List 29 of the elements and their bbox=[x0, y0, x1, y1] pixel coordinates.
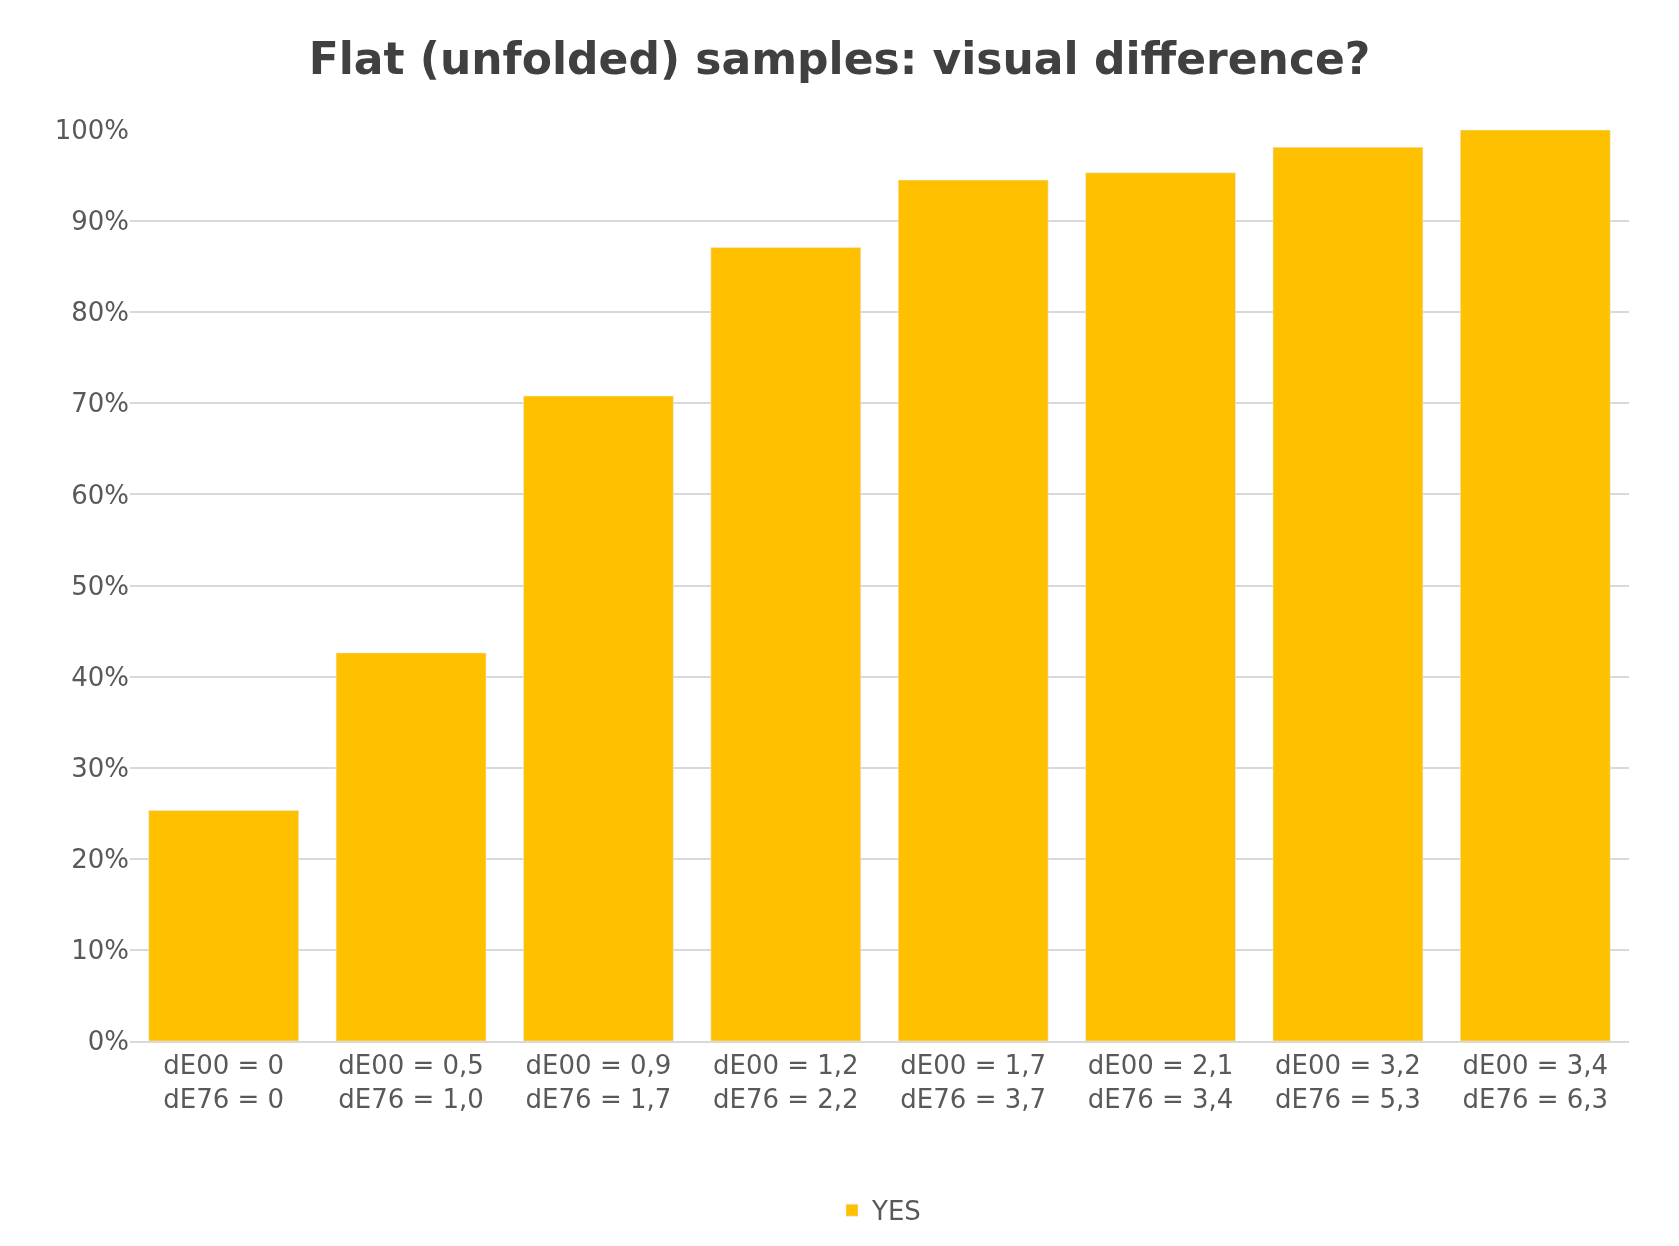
x-tick-label: dE00 = 1,7 dE76 = 3,7 bbox=[900, 1050, 1047, 1114]
y-tick-label: 50% bbox=[71, 570, 129, 601]
bar bbox=[148, 810, 299, 1041]
y-tick-label: 60% bbox=[71, 479, 129, 510]
y-tick-label: 20% bbox=[71, 843, 129, 874]
bar bbox=[1085, 172, 1236, 1041]
x-tick-label: dE00 = 3,4 dE76 = 6,3 bbox=[1462, 1050, 1609, 1114]
x-tick-label: dE00 = 2,1 dE76 = 3,4 bbox=[1087, 1050, 1234, 1114]
y-tick-label: 100% bbox=[54, 115, 129, 146]
legend-label: YES bbox=[871, 1196, 921, 1227]
bar bbox=[1272, 147, 1424, 1041]
y-tick-label: 30% bbox=[71, 752, 129, 783]
bar bbox=[335, 652, 487, 1041]
x-tick-label: dE00 = 0,5 dE76 = 1,0 bbox=[338, 1050, 484, 1114]
bar bbox=[897, 179, 1049, 1041]
y-tick-label: 40% bbox=[71, 661, 129, 692]
x-tick-label: dE00 = 0 dE76 = 0 bbox=[163, 1050, 285, 1114]
x-tick-label: dE00 = 3,2 dE76 = 5,3 bbox=[1275, 1050, 1421, 1114]
y-tick-label: 90% bbox=[71, 206, 129, 237]
y-tick-label: 0% bbox=[87, 1026, 129, 1057]
bar bbox=[1460, 130, 1611, 1041]
y-tick-label: 10% bbox=[71, 935, 129, 965]
bar bbox=[523, 395, 674, 1041]
y-tick-label: 70% bbox=[71, 388, 129, 419]
chart-title: Flat (unfolded) samples: visual difference? bbox=[308, 33, 1371, 85]
y-tick-label: 80% bbox=[71, 297, 129, 328]
x-tick-label: dE00 = 1,2 dE76 = 2,2 bbox=[712, 1050, 859, 1114]
x-tick-label: dE00 = 0,9 dE76 = 1,7 bbox=[525, 1050, 672, 1114]
bar bbox=[710, 247, 862, 1041]
